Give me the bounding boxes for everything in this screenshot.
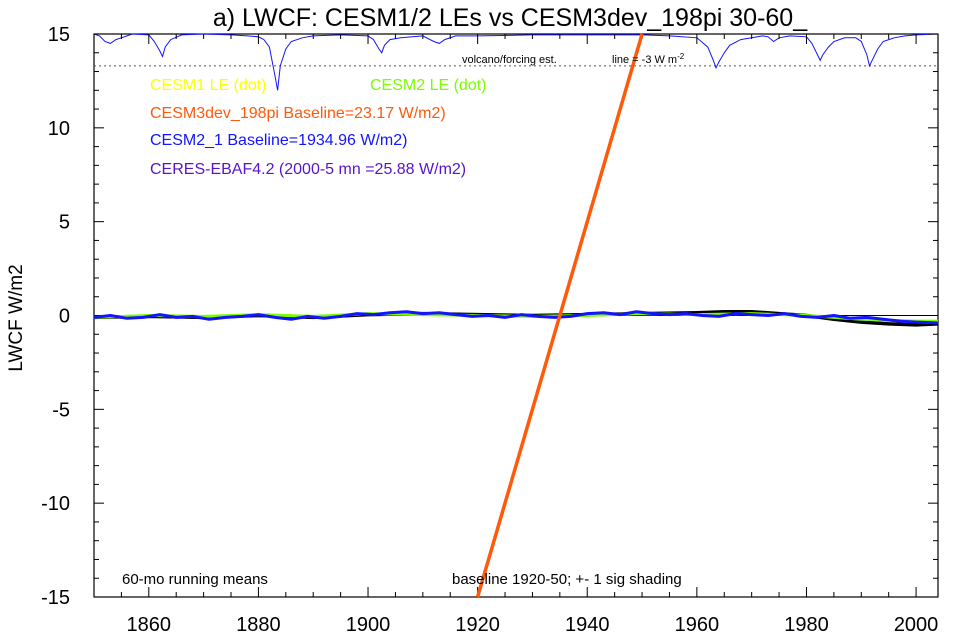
volcano-forcing-line bbox=[93, 33, 939, 91]
legend-item-cesm2-le-dot: CESM2 LE (dot) bbox=[370, 77, 486, 94]
x-tick-label: 1920 bbox=[455, 614, 500, 636]
legend-item-cesm1-le-dot: CESM1 LE (dot) bbox=[150, 77, 266, 94]
y-tick-label: 15 bbox=[48, 24, 70, 46]
y-tick-label: -15 bbox=[41, 587, 70, 609]
legend-item-ceres-ebaf4-2-2000-5-mn-25-88-w-m2: CERES-EBAF4.2 (2000-5 mn =25.88 W/m2) bbox=[150, 161, 466, 178]
y-tick-label: -5 bbox=[52, 399, 70, 421]
annotation-volcano: volcano/forcing est. bbox=[462, 54, 557, 66]
x-tick-label: 1880 bbox=[236, 614, 281, 636]
annotation-running-means: 60-mo running means bbox=[122, 571, 268, 588]
series-line-cesm3dev-198pi bbox=[475, 33, 644, 598]
annotation-volcano-line-sup: -2 bbox=[677, 52, 685, 61]
y-tick-label: -10 bbox=[41, 493, 70, 515]
annotation-volcano-line-text: line = -3 W m bbox=[612, 54, 677, 66]
x-tick-label: 1900 bbox=[346, 614, 391, 636]
annotation-baseline: baseline 1920-50; +- 1 sig shading bbox=[452, 571, 682, 588]
annotation-volcano-line: line = -3 W m-2 bbox=[612, 52, 685, 66]
y-axis-label: LWCF W/m2 bbox=[6, 264, 27, 371]
x-tick-label: 2000 bbox=[894, 614, 939, 636]
y-tick-label: 5 bbox=[59, 212, 70, 234]
chart-title: a) LWCF: CESM1/2 LEs vs CESM3dev_198pi 3… bbox=[213, 4, 808, 32]
plot-area: 15 10 5 0 -5 -10 -15 1860 1880 1900 1920 1940 1960 19… bbox=[41, 24, 939, 636]
x-tick-label: 1940 bbox=[565, 614, 610, 636]
x-tick-label: 1960 bbox=[675, 614, 720, 636]
y-tick-label: 10 bbox=[48, 118, 70, 140]
x-tick-label: 1860 bbox=[127, 614, 172, 636]
legend: CESM1 LE (dot) CESM2 LE (dot) CESM3dev_198… bbox=[150, 77, 486, 178]
x-tick-label: 1980 bbox=[784, 614, 829, 636]
legend-item-cesm2-1-baseline-1934-96-w-m2: CESM2_1 Baseline=1934.96 W/m2) bbox=[150, 132, 407, 149]
legend-item-cesm3dev-198pi-baseline-23-17-w-m2: CESM3dev_198pi Baseline=23.17 W/m2) bbox=[150, 105, 446, 122]
series-line-cesm2-1 bbox=[93, 310, 939, 325]
y-tick-label: 0 bbox=[59, 306, 70, 328]
